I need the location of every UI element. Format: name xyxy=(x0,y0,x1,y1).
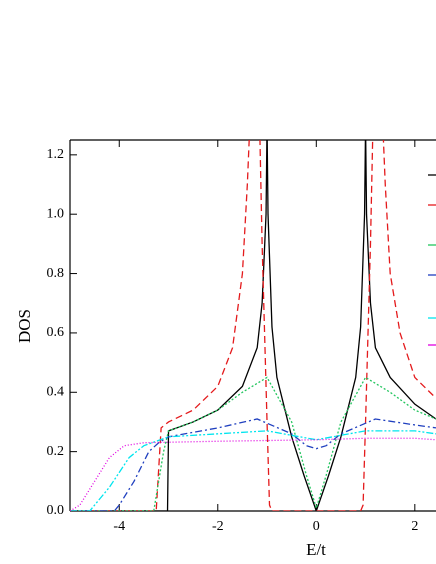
y-tick-label: 0.4 xyxy=(47,384,65,399)
y-tick-label: 0.6 xyxy=(47,325,65,340)
series-line xyxy=(70,430,436,511)
x-tick-label: 0 xyxy=(313,519,320,534)
plot-area xyxy=(70,140,436,511)
x-tick-label: -2 xyxy=(212,519,224,534)
series-line xyxy=(70,437,436,511)
y-tick-label: 1.2 xyxy=(47,147,65,162)
series-line xyxy=(70,140,436,511)
y-tick-label: 1.0 xyxy=(47,206,65,221)
y-tick-label: 0.0 xyxy=(47,503,65,518)
x-tick-label: -4 xyxy=(113,519,125,534)
y-tick-label: 0.8 xyxy=(47,266,65,281)
series-line xyxy=(70,140,436,511)
series-line xyxy=(70,376,436,511)
x-axis-label: E/t xyxy=(306,540,326,559)
x-tick-label: 2 xyxy=(411,519,418,534)
series-line xyxy=(70,418,436,511)
y-tick-label: 0.2 xyxy=(47,444,65,459)
y-axis-label: DOS xyxy=(15,309,34,343)
